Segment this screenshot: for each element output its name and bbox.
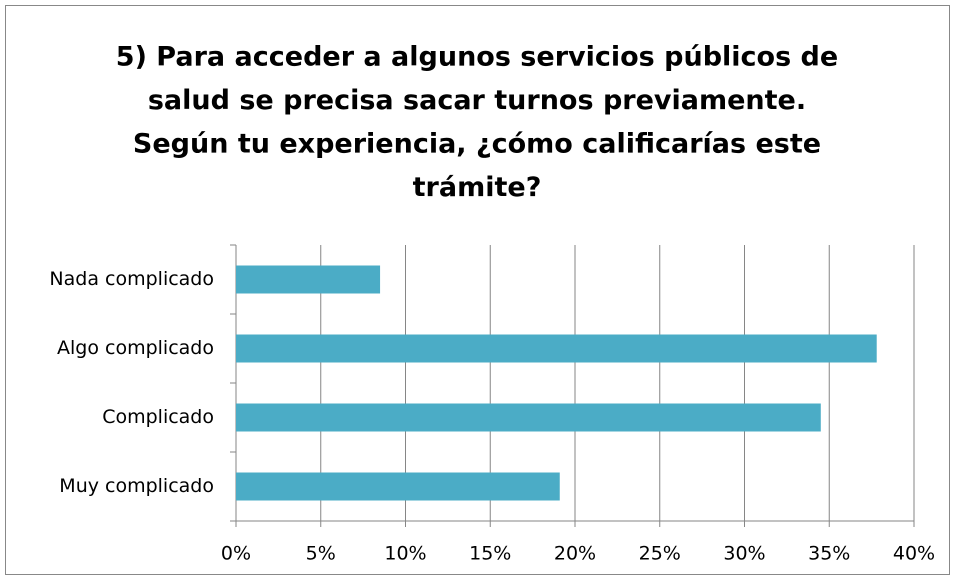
bar	[236, 334, 877, 363]
x-tick-label: 0%	[221, 543, 251, 565]
x-tick-label: 35%	[808, 543, 850, 565]
y-tick-label: Complicado	[102, 406, 214, 428]
x-tick-label: 15%	[469, 543, 511, 565]
bar	[236, 265, 381, 294]
chart-title: trámite?	[413, 172, 542, 203]
y-tick-label: Algo complicado	[57, 337, 214, 359]
x-tick-label: 40%	[893, 543, 935, 565]
bar	[236, 403, 821, 432]
chart-title: 5) Para acceder a algunos servicios públ…	[116, 42, 838, 73]
x-tick-label: 30%	[723, 543, 765, 565]
chart-title: salud se precisa sacar turnos previament…	[148, 85, 806, 116]
bar	[236, 472, 560, 501]
x-tick-label: 5%	[306, 543, 336, 565]
chart-title: Según tu experiencia, ¿cómo calificarías…	[133, 129, 821, 160]
x-tick-label: 10%	[384, 543, 426, 565]
x-tick-label: 20%	[554, 543, 596, 565]
y-tick-label: Muy complicado	[59, 475, 214, 497]
x-tick-label: 25%	[639, 543, 681, 565]
y-tick-label: Nada complicado	[49, 268, 214, 290]
